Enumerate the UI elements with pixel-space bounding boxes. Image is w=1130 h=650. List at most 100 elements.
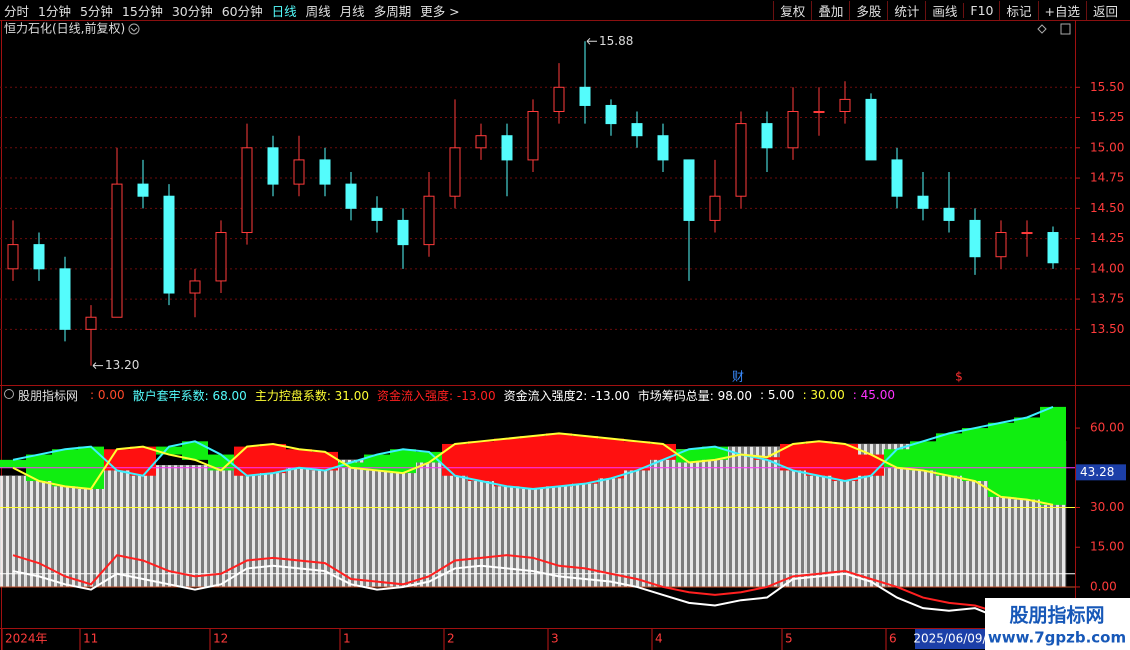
menu-icon[interactable] — [128, 23, 140, 35]
fill-band — [572, 436, 598, 484]
period-button[interactable]: 1分钟 — [38, 3, 71, 19]
watermark-url: www.7gpzb.com — [988, 629, 1126, 647]
panel-icon[interactable] — [4, 389, 14, 399]
fill-band — [364, 454, 390, 471]
tool-button[interactable]: 复权 — [773, 0, 811, 20]
x-tick-label: 12 — [213, 632, 228, 646]
candle-body — [267, 147, 279, 185]
candle-body — [527, 111, 539, 161]
cursor-date-box — [915, 629, 985, 649]
tool-button[interactable]: F10 — [963, 2, 999, 18]
fill-band — [962, 428, 988, 482]
indicator-line — [12, 432, 1054, 506]
y-tick-label: 60.00 — [1090, 421, 1124, 435]
x-tick-label: 2024年 — [5, 632, 48, 646]
fill-band — [650, 443, 676, 460]
indicator-legend: 股朋指标网: 0.00 散户套牢系数: 68.00 主力控盘系数: 31.00 资金流… — [18, 387, 895, 403]
y-tick-label: 14.50 — [1090, 201, 1124, 215]
fill-band — [598, 438, 624, 479]
candle-body — [241, 147, 253, 234]
candle-body — [501, 135, 513, 161]
chart-title: 恒力石化(日线,前复权) — [4, 21, 125, 36]
icon[interactable] — [1060, 23, 1071, 35]
chip-bar — [51, 470, 79, 588]
candle-body — [943, 207, 955, 221]
period-button[interactable]: 日线 — [271, 3, 297, 19]
candle-body — [1021, 232, 1033, 235]
chip-bar — [675, 449, 703, 588]
legend-entry: 主力控盘系数: 31.00 — [254, 388, 370, 403]
legend-entry: 散户套牢系数: 68.00 — [132, 388, 247, 403]
indicator-line — [12, 405, 1054, 490]
tool-button[interactable]: 画线 — [925, 0, 963, 20]
chip-bar — [0, 475, 27, 588]
period-button[interactable]: 15分钟 — [121, 3, 163, 19]
fill-band — [546, 433, 572, 487]
fill-band — [0, 459, 26, 468]
candle-body — [735, 123, 747, 197]
tool-button[interactable]: 标记 — [999, 0, 1037, 20]
candle-body — [475, 135, 487, 149]
candle-body — [85, 316, 97, 330]
period-button[interactable]: 5分钟 — [79, 3, 113, 19]
x-tick-label: 3 — [551, 632, 559, 646]
chip-bar — [649, 449, 677, 588]
period-button[interactable]: 60分钟 — [221, 3, 263, 19]
fill-band — [832, 443, 858, 482]
chip-bar — [155, 464, 183, 588]
candle-body — [59, 268, 71, 330]
tool-button[interactable]: 多股 — [849, 0, 887, 20]
low-label: 13.20 — [105, 358, 139, 372]
candle-body — [631, 123, 643, 137]
legend-entry: 市场筹码总量: 98.00 — [637, 388, 752, 403]
tool-button[interactable]: 统计 — [887, 0, 925, 20]
fill-band — [182, 441, 208, 460]
candle-body — [189, 280, 201, 294]
candle-body — [891, 159, 903, 197]
period-button[interactable]: 月线 — [339, 3, 365, 19]
period-button[interactable]: 更多 > — [420, 3, 460, 19]
period-button[interactable]: 分时 — [4, 3, 30, 19]
y-tick-label: 13.50 — [1090, 322, 1124, 336]
tool-button[interactable]: +自选 — [1037, 0, 1086, 20]
y-tick-label: 15.50 — [1090, 80, 1124, 94]
fill-band — [390, 449, 416, 474]
high-label: 15.88 — [599, 34, 633, 48]
icon[interactable] — [1037, 24, 1047, 34]
chip-bar — [259, 462, 287, 588]
candle-body — [1047, 232, 1059, 264]
watermark-box — [985, 598, 1130, 650]
y-tick-label: 15.00 — [1090, 540, 1124, 554]
period-button[interactable]: 周线 — [305, 3, 331, 19]
tool-button[interactable]: 返回 — [1085, 0, 1124, 20]
candle-body — [319, 159, 331, 185]
fill-band — [234, 446, 260, 476]
fill-band — [702, 446, 728, 460]
x-tick-label: 6 — [889, 632, 897, 646]
fill-band — [754, 457, 780, 460]
candle-body — [579, 86, 591, 106]
candle-body — [683, 159, 695, 221]
candle-body — [345, 183, 357, 209]
marker: $ — [955, 370, 963, 384]
tool-bar: 复权 叠加 多股 统计 画线 F10 标记 +自选 返回 — [773, 0, 1124, 20]
candle-body — [137, 183, 149, 197]
candle-body — [917, 195, 929, 209]
period-button[interactable]: 多周期 — [373, 3, 412, 19]
tool-button[interactable]: 叠加 — [811, 0, 849, 20]
candle-body — [215, 232, 227, 282]
marker: 财 — [732, 370, 744, 384]
fill-band — [910, 441, 936, 471]
chip-bar — [181, 464, 209, 588]
legend-entry: 资金流入强度: -13.00 — [377, 388, 496, 403]
candle-body — [33, 244, 45, 270]
fill-band — [104, 449, 130, 471]
period-button[interactable]: 30分钟 — [171, 3, 213, 19]
candle-body — [553, 86, 565, 113]
fill-band — [1040, 406, 1066, 505]
chip-bar — [233, 462, 261, 588]
watermark-title: 股朋指标网 — [1009, 605, 1104, 627]
fill-band — [156, 446, 182, 455]
fill-band — [806, 441, 832, 476]
